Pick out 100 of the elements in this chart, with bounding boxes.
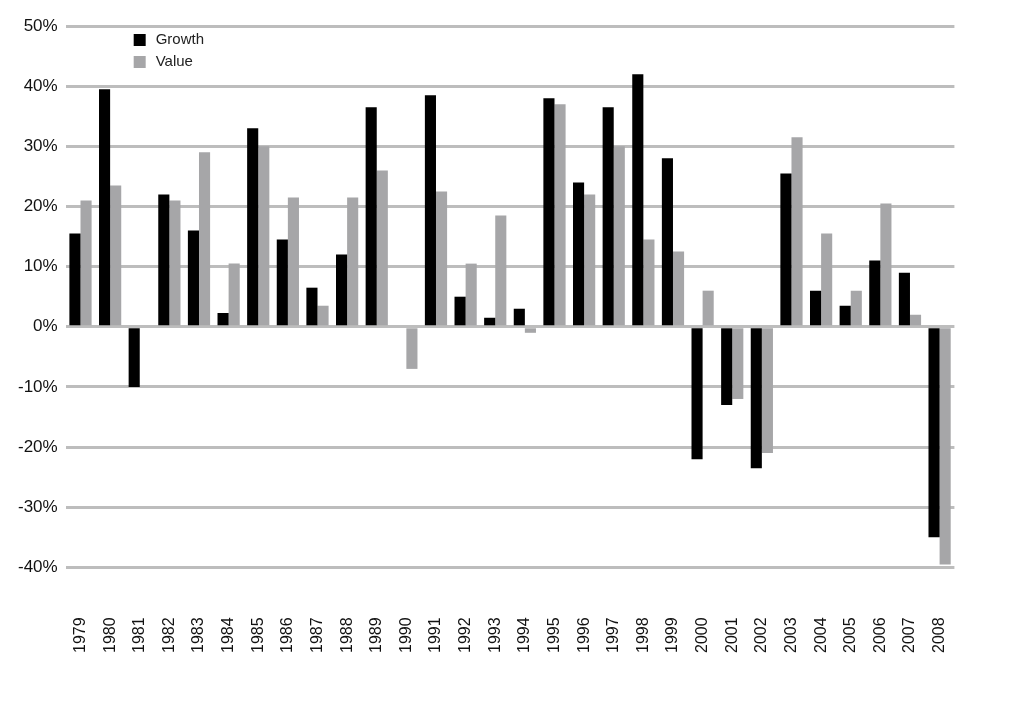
y-tick-label: 40% [23, 75, 58, 95]
bar [347, 197, 359, 326]
bar [732, 328, 744, 399]
bar [554, 104, 566, 326]
bar [287, 197, 299, 326]
x-tick-label: 1985 [248, 617, 266, 653]
bar [821, 233, 833, 326]
bar [435, 191, 448, 326]
bar [187, 230, 199, 326]
x-tick-label: 2003 [781, 617, 799, 653]
x-tick-label: 1981 [130, 617, 148, 653]
x-tick-label: 1994 [515, 617, 533, 653]
x-tick-label: 1991 [426, 617, 444, 653]
bar [543, 98, 555, 326]
bar [69, 233, 81, 326]
bar [573, 182, 585, 326]
bar [513, 308, 525, 326]
x-tick-label: 1988 [337, 617, 355, 653]
bar [791, 137, 803, 326]
x-tick-label: 1993 [485, 617, 503, 653]
bar [258, 146, 270, 326]
bar [721, 328, 733, 405]
bar [661, 158, 673, 326]
y-tick-label: -10% [18, 376, 58, 396]
y-tick-label: 30% [23, 136, 58, 155]
bar [465, 263, 477, 326]
x-tick-label: 1979 [70, 617, 88, 653]
bar [99, 89, 111, 326]
x-tick-label: 2008 [930, 617, 948, 653]
x-tick-label: 2002 [752, 617, 770, 653]
legend-label: Value [155, 52, 193, 70]
bar [702, 290, 714, 326]
x-tick-label: 1992 [456, 617, 474, 653]
bar [850, 290, 862, 326]
x-tick-label: 2006 [870, 617, 888, 653]
y-tick-label: 0% [33, 316, 58, 336]
bar [317, 305, 329, 326]
y-tick-label: -30% [18, 496, 58, 516]
bar [228, 263, 240, 326]
bar [158, 194, 170, 326]
bar [672, 251, 685, 326]
bar [691, 328, 703, 460]
bar [632, 74, 644, 326]
x-tick-label: 2001 [722, 617, 740, 653]
bar [199, 152, 211, 326]
bar [80, 200, 92, 326]
bar [484, 317, 496, 326]
bar [495, 215, 507, 326]
bar [169, 200, 181, 326]
legend-label: Growth [155, 30, 205, 48]
bar [584, 194, 596, 326]
bar [247, 128, 259, 326]
bar [839, 305, 851, 326]
bar [898, 272, 910, 326]
x-tick-label: 1996 [574, 617, 592, 653]
bar [128, 328, 140, 387]
bar [880, 203, 892, 326]
bar [406, 328, 418, 369]
x-tick-label: 2004 [811, 617, 829, 653]
x-tick-label: 1980 [100, 617, 118, 653]
y-tick-label: -20% [18, 436, 58, 456]
bar [524, 328, 536, 333]
bar [909, 314, 922, 326]
x-tick-label: 1999 [663, 617, 681, 653]
x-tick-label: 1995 [544, 617, 562, 653]
x-tick-label: 1989 [367, 617, 385, 653]
x-tick-label: 1987 [307, 617, 325, 653]
bar [809, 290, 822, 326]
y-tick-label: 10% [23, 256, 58, 276]
x-tick-label: 2007 [900, 617, 918, 653]
y-tick-label: 50% [23, 15, 58, 35]
bar [110, 185, 122, 326]
bar [780, 173, 792, 326]
bar [336, 254, 348, 326]
bar [613, 146, 625, 326]
x-tick-label: 2005 [841, 617, 859, 653]
y-tick-label: 20% [23, 196, 58, 216]
bar [376, 170, 388, 326]
x-tick-label: 2000 [693, 617, 711, 653]
x-tick-label: 1982 [159, 617, 177, 653]
x-tick-label: 1986 [278, 617, 296, 653]
x-tick-label: 1990 [396, 617, 414, 653]
bar [761, 328, 773, 454]
x-tick-label: 1984 [219, 617, 237, 653]
x-tick-label: 1983 [189, 617, 207, 653]
y-tick-label: -40% [18, 557, 58, 577]
bar [750, 328, 762, 469]
x-tick-label: 1997 [604, 617, 622, 653]
bar [306, 287, 318, 326]
bar [424, 95, 436, 326]
bar [365, 107, 377, 326]
bar [276, 239, 288, 326]
bar [217, 312, 229, 326]
bar [602, 107, 614, 326]
bar [939, 328, 951, 565]
x-tick-label: 1998 [633, 617, 651, 653]
bar [643, 239, 655, 326]
bar [454, 296, 466, 326]
bar [928, 328, 940, 538]
bar [869, 260, 881, 326]
